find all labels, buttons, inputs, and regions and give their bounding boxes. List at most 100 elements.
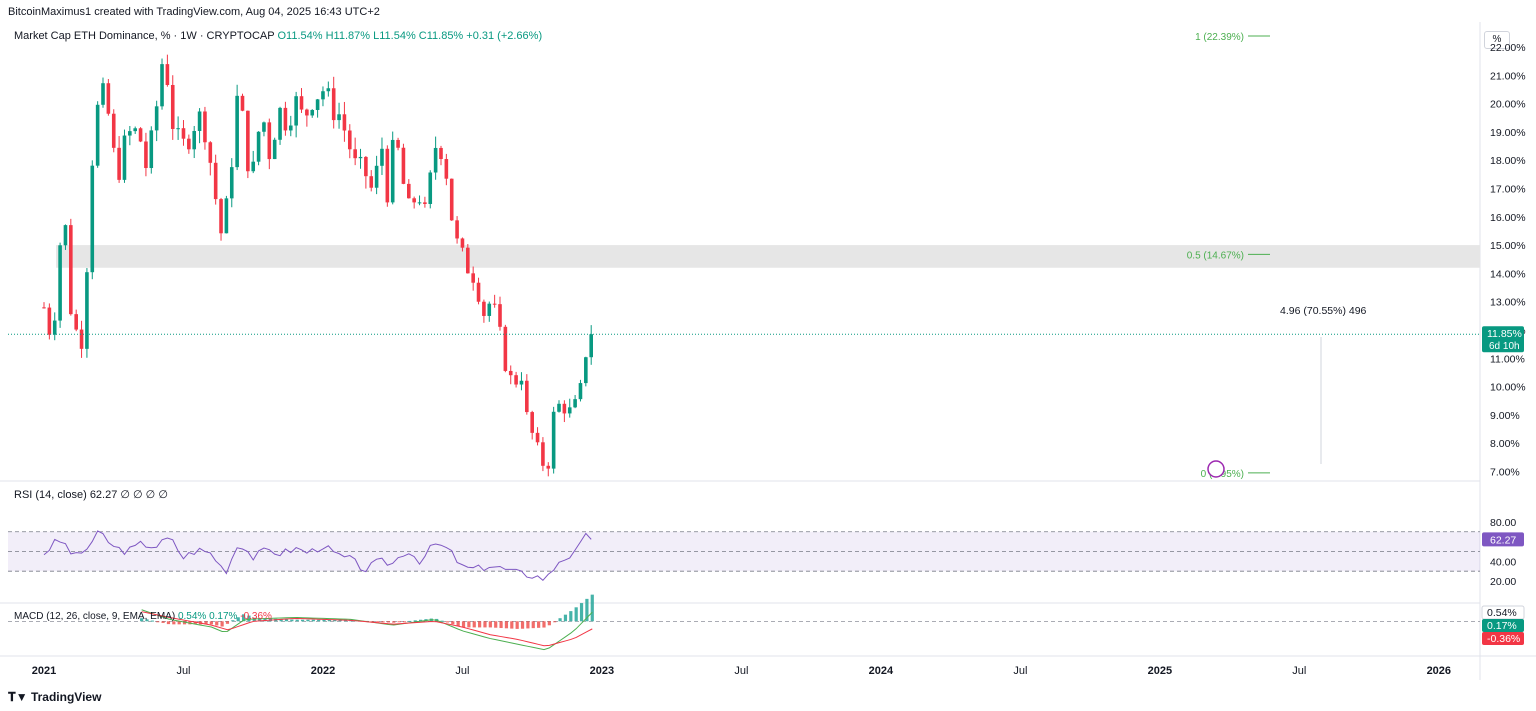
candle-body (358, 156, 363, 159)
macd-bar (531, 621, 535, 629)
macd-bar (182, 621, 187, 625)
price-tick-label: 20.00% (1490, 99, 1526, 111)
candle-body (63, 225, 68, 246)
candle-body (85, 272, 89, 349)
candle-body (380, 148, 384, 166)
candle-body (412, 198, 416, 203)
candle-body (165, 64, 170, 85)
macd-bar (306, 619, 310, 622)
candle-body (364, 156, 368, 177)
candle-body (406, 183, 411, 199)
macd-bar (494, 621, 498, 628)
macd-bar (445, 621, 450, 623)
candle-body (170, 84, 175, 129)
candle-body (519, 380, 524, 385)
candle-body (256, 131, 261, 162)
time-tick-label: 2022 (311, 665, 335, 677)
candle-body (428, 172, 433, 204)
price-tick-label: 8.00% (1490, 438, 1520, 450)
candle-body (95, 104, 100, 166)
rsi-tick-label: 80.00 (1490, 517, 1516, 529)
time-tick-label: 2025 (1148, 665, 1172, 677)
candle-body (58, 245, 62, 321)
fib-level-label: 1 (22.39%) (1195, 32, 1244, 43)
candle-body (439, 147, 443, 160)
candle-body (331, 88, 336, 121)
rsi-legend-value: 62.27 (89, 489, 118, 501)
macd-bar (290, 619, 294, 622)
countdown-value: 6d 10h (1489, 341, 1520, 352)
candle-body (154, 106, 159, 131)
macd-bar (408, 620, 412, 622)
candle-body (272, 139, 277, 160)
time-tick-label: 2021 (32, 665, 56, 677)
candle-body (74, 314, 78, 330)
price-tick-label: 10.00% (1490, 382, 1526, 394)
candle-body (433, 147, 438, 173)
candle-body (342, 114, 347, 131)
candle-body (138, 128, 143, 142)
candle-body (283, 107, 288, 131)
candle-body (133, 128, 137, 132)
time-tick-label: Jul (1292, 665, 1306, 677)
rsi-legend-extra: ∅ ∅ ∅ ∅ (120, 489, 168, 501)
macd-bar (510, 621, 514, 629)
candle-body (321, 91, 325, 100)
tradingview-logo[interactable]: 𝐓▼ TradingView (8, 690, 101, 705)
time-tick-label: Jul (1013, 665, 1027, 677)
candle-body (401, 147, 406, 184)
price-tick-label: 21.00% (1490, 70, 1526, 82)
macd-bar (386, 621, 391, 623)
candle-body (508, 370, 513, 376)
candle-body (396, 139, 400, 148)
macd-bar (413, 620, 417, 622)
macd-bar (451, 621, 455, 625)
macd-bar (520, 621, 525, 629)
macd-bar (579, 603, 584, 622)
percent-scale-button[interactable]: % (1484, 31, 1510, 49)
measure-label: 4.96 (70.55%) 496 (1280, 305, 1367, 317)
candle-body (246, 110, 250, 172)
macd-bar (145, 619, 149, 622)
macd-bar (563, 614, 568, 622)
time-tick-label: 2024 (869, 665, 894, 677)
rsi-tick-label: 20.00 (1490, 576, 1516, 588)
candle-body (219, 199, 223, 234)
candle-body (584, 357, 588, 384)
macd-value-tag (1482, 619, 1524, 632)
price-tick-label: 22.00% (1490, 42, 1526, 54)
rsi-label: RSI (14, close) (14, 489, 87, 501)
candle-body (251, 161, 256, 172)
candle-body (106, 83, 111, 114)
candle-body (326, 88, 331, 92)
candle-body (487, 303, 492, 316)
price-tick-label: 18.00% (1490, 155, 1526, 167)
candle-body (423, 202, 427, 204)
candle-body (455, 220, 459, 239)
candle-body (546, 465, 551, 469)
macd-bar (193, 621, 197, 625)
time-tick-label: Jul (176, 665, 190, 677)
support-zone (56, 245, 1480, 268)
macd-bar (150, 620, 154, 622)
candle-body (567, 407, 572, 414)
candle-body (149, 130, 154, 169)
candle-body (176, 128, 180, 130)
macd-bar (295, 619, 299, 622)
candle-body (444, 159, 449, 179)
candle-body (347, 130, 352, 150)
macd-bar (156, 621, 160, 623)
candle-body (353, 149, 357, 159)
candle-body (530, 412, 534, 433)
macd-legend-hist: 0.54% (177, 611, 207, 622)
macd-bar (585, 598, 589, 622)
macd-label: MACD (12, 26, close, 9, EMA, EMA) (14, 611, 176, 622)
last-price-value: 11.85% (1487, 328, 1522, 340)
macd-bar (397, 621, 401, 623)
candle-body (417, 202, 422, 204)
candle-body (42, 307, 46, 309)
price-tick-label: 7.00% (1490, 467, 1520, 479)
macd-bar (381, 621, 385, 623)
candle-body (535, 432, 540, 443)
